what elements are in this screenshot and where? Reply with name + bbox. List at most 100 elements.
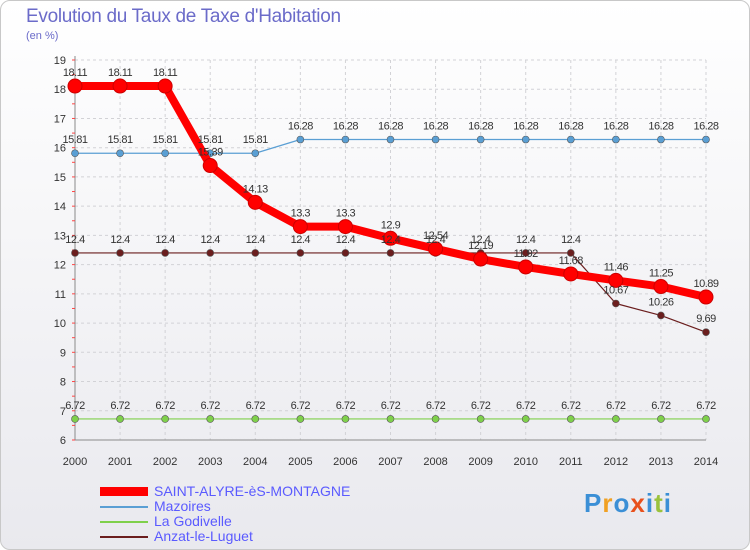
data-point [71, 415, 79, 423]
x-tick-label: 2011 [559, 456, 583, 468]
y-tick-label: 8 [60, 377, 66, 389]
data-point [341, 249, 350, 257]
legend-item: La Godivelle [100, 514, 350, 529]
data-label: 6.72 [65, 400, 85, 412]
data-label: 12.4 [65, 234, 85, 246]
x-tick-label: 2012 [604, 456, 628, 468]
legend-item: SAINT-ALYRE-èS-MONTAGNE [100, 484, 350, 499]
brand-letter: i [663, 488, 672, 518]
data-point [518, 259, 534, 275]
x-tick-label: 2009 [468, 456, 492, 468]
data-label: 6.72 [651, 400, 671, 412]
data-label: 12.9 [381, 219, 401, 231]
data-label: 14.13 [243, 183, 268, 195]
data-point [428, 241, 444, 257]
x-tick-label: 2006 [333, 456, 357, 468]
data-label: 16.28 [288, 121, 313, 133]
x-tick-label: 2004 [243, 456, 267, 468]
data-point [702, 415, 710, 423]
data-point [116, 149, 124, 158]
data-label: 12.4 [336, 234, 356, 246]
brand-logo: Proxiti [584, 488, 672, 519]
data-point [386, 415, 395, 423]
data-point [116, 415, 124, 423]
brand-letter: t [654, 488, 664, 518]
x-tick-label: 2002 [153, 456, 177, 468]
data-label: 6.72 [696, 400, 716, 412]
data-point [206, 249, 215, 257]
data-label: 12.4 [110, 234, 130, 246]
legend-label: Anzat-le-Luguet [154, 528, 253, 544]
x-tick-label: 2000 [63, 456, 87, 468]
data-point [473, 251, 489, 267]
brand-letter: o [613, 488, 631, 518]
data-label: 15.81 [198, 134, 223, 146]
data-point [157, 78, 173, 94]
data-point [566, 415, 575, 423]
data-point [251, 415, 260, 423]
data-label: 9.69 [696, 313, 716, 325]
data-point [521, 135, 530, 144]
data-point [251, 149, 260, 158]
data-point [476, 135, 485, 144]
data-label: 15.81 [243, 134, 268, 146]
data-label: 6.72 [426, 400, 446, 412]
data-label: 6.72 [516, 400, 536, 412]
data-label: 16.28 [378, 121, 403, 133]
data-point [206, 415, 215, 423]
data-point [386, 135, 395, 144]
data-point [247, 194, 263, 210]
data-point [251, 249, 260, 257]
data-label: 12.4 [516, 234, 536, 246]
data-point [112, 78, 128, 94]
data-point [71, 249, 79, 257]
data-label: 11.68 [559, 255, 584, 267]
data-label: 6.72 [336, 400, 356, 412]
data-point [71, 149, 79, 158]
x-tick-label: 2013 [649, 456, 673, 468]
data-point [116, 249, 124, 257]
data-label: 6.72 [471, 400, 491, 412]
data-label: 10.26 [648, 296, 673, 308]
data-label: 16.28 [468, 121, 493, 133]
data-point [161, 149, 169, 158]
data-point [161, 415, 169, 423]
data-label: 12.4 [201, 234, 221, 246]
data-point [612, 135, 620, 144]
data-label: 13.3 [291, 208, 311, 220]
data-point [612, 299, 620, 308]
x-tick-label: 2007 [378, 456, 402, 468]
data-point [563, 266, 579, 282]
data-point [566, 135, 575, 144]
legend-swatch [100, 487, 148, 496]
x-tick-label: 2003 [198, 456, 222, 468]
legend-label: La Godivelle [154, 513, 232, 529]
brand-letter: i [645, 488, 655, 518]
data-label: 16.28 [648, 121, 673, 133]
legend-item: Anzat-le-Luguet [100, 529, 350, 544]
data-point [296, 135, 305, 144]
data-label: 16.28 [333, 121, 358, 133]
data-point [657, 311, 665, 320]
data-label: 11.46 [604, 261, 629, 273]
data-label: 11.25 [649, 268, 674, 280]
y-tick-label: 15 [54, 172, 66, 184]
legend-label: SAINT-ALYRE-èS-MONTAGNE [154, 483, 351, 499]
data-point [612, 415, 620, 423]
legend-swatch [100, 535, 148, 538]
data-label: 16.28 [603, 121, 628, 133]
y-tick-label: 17 [54, 113, 66, 125]
data-label: 12.19 [468, 240, 493, 252]
chart-title: Evolution du Taux de Taxe d'Habitation [26, 6, 341, 27]
data-label: 15.81 [62, 134, 87, 146]
data-point [702, 135, 710, 144]
data-label: 6.72 [201, 400, 221, 412]
data-label: 18.11 [63, 67, 88, 79]
data-point [698, 289, 714, 305]
legend-swatch [100, 505, 148, 508]
data-point [296, 415, 305, 423]
data-label: 11.92 [514, 248, 539, 260]
data-label: 12.4 [246, 234, 266, 246]
x-tick-label: 2008 [423, 456, 447, 468]
data-point [431, 135, 440, 144]
